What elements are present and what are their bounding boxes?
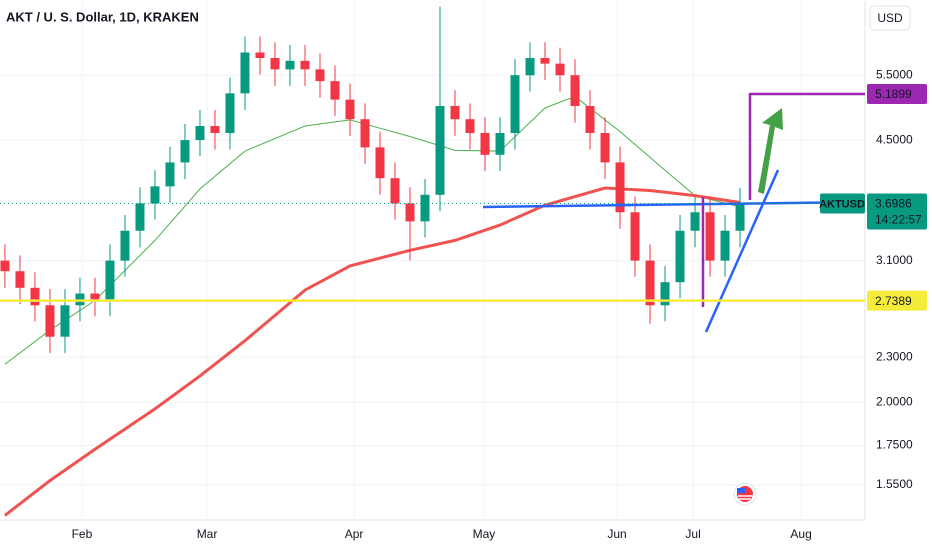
axis-labels: 5.5000 4.5000 3.1000 2.3000 2.0000 1.7500 1.55… <box>72 67 927 541</box>
x-tick-label: May <box>473 527 496 541</box>
candle-body <box>270 58 280 70</box>
candle-body <box>60 305 70 337</box>
x-tick-label: Feb <box>72 527 93 541</box>
x-tick-label: Mar <box>197 527 218 541</box>
candle-body <box>165 162 175 187</box>
candle-body <box>675 230 685 283</box>
y-tick-label: 5.5000 <box>876 67 913 81</box>
trend-line <box>482 200 866 209</box>
price-label-box <box>867 83 927 104</box>
candle-body <box>525 58 535 76</box>
price-label: 5.1899 <box>875 87 912 101</box>
price-label-box <box>867 290 927 311</box>
candle-body <box>315 69 325 82</box>
candle-body <box>105 260 115 300</box>
candle-body <box>120 230 130 261</box>
candle-body <box>225 93 235 133</box>
last-price-label: 3.6986 <box>875 197 912 211</box>
y-tick-label: 1.5500 <box>876 477 913 491</box>
candle-body <box>615 162 625 213</box>
flag-icon <box>733 482 757 506</box>
candle-body <box>735 203 745 231</box>
last-price-box <box>867 193 927 230</box>
x-tick-label: Apr <box>345 527 364 541</box>
candle-body <box>435 106 445 195</box>
candle-body <box>450 106 460 120</box>
currency-button[interactable] <box>869 5 911 31</box>
candle-body <box>375 147 385 179</box>
arrow <box>758 108 783 194</box>
candle-body <box>480 132 490 155</box>
candle-body <box>180 140 190 163</box>
candle-body <box>240 52 250 94</box>
candle-body <box>420 194 430 222</box>
currency[interactable]: USD <box>877 11 903 25</box>
candle-body <box>690 212 700 231</box>
candle-body <box>540 58 550 64</box>
candle-body <box>645 260 655 306</box>
candle-body <box>405 203 415 222</box>
candle-body <box>630 212 640 261</box>
candle-body <box>465 119 475 133</box>
drawings <box>0 92 866 506</box>
candle-body <box>705 212 715 261</box>
candle-body <box>720 230 730 261</box>
price-label: 2.7389 <box>875 294 912 308</box>
y-tick-label: 2.0000 <box>876 395 913 409</box>
symbol-box <box>820 193 865 214</box>
candle-body <box>150 186 160 204</box>
y-tick-label: 2.3000 <box>876 349 913 363</box>
candle-body <box>300 60 310 70</box>
candles <box>0 6 745 353</box>
y-tick-label: 1.7500 <box>876 438 913 452</box>
candle-body <box>570 75 580 107</box>
candle-body <box>555 63 565 76</box>
candle-body <box>330 81 340 100</box>
y-tick-label: 3.1000 <box>876 253 913 267</box>
candle-body <box>255 52 265 59</box>
symbol-label: AKTUSD <box>819 198 865 210</box>
x-tick-label: Jun <box>607 527 626 541</box>
grid <box>0 0 865 520</box>
candle-body <box>195 126 205 141</box>
candle-body <box>210 126 220 133</box>
trend-line <box>704 169 780 333</box>
moving-average <box>4 95 741 365</box>
candle-body <box>345 99 355 120</box>
moving-average <box>4 186 741 517</box>
candle-body <box>30 287 40 306</box>
candle-body <box>0 260 10 272</box>
countdown-label: 14:22:57 <box>875 213 922 227</box>
x-tick-label: Jul <box>685 527 700 541</box>
chart-title: AKT / U. S. Dollar, 1D, KRAKEN <box>6 9 199 24</box>
candle-body <box>285 60 295 70</box>
candle-body <box>660 282 670 306</box>
price-axis-panel <box>865 0 932 550</box>
candle-body <box>45 305 55 337</box>
candle-body <box>75 293 85 306</box>
candle-body <box>495 132 505 155</box>
candle-body <box>390 178 400 204</box>
candle-body <box>15 271 25 288</box>
candle-body <box>585 106 595 133</box>
x-tick-label: Aug <box>790 527 811 541</box>
candle-body <box>510 75 520 133</box>
candle-body <box>135 203 145 231</box>
candle-body <box>360 119 370 148</box>
y-tick-label: 4.5000 <box>876 132 913 146</box>
candle-body <box>90 293 100 300</box>
candle-body <box>600 132 610 163</box>
indicator-lines <box>4 95 741 517</box>
